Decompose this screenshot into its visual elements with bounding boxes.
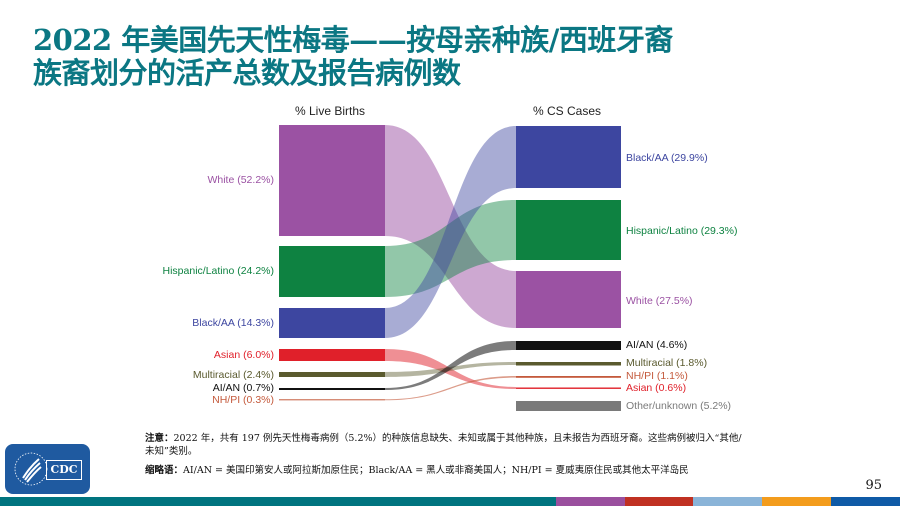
flow-hispanic — [385, 200, 516, 297]
right-label-aian: AI/AN (4.6%) — [626, 339, 688, 351]
footer-color-bar — [0, 497, 900, 506]
flow-white — [385, 125, 516, 328]
cdc-logo-text: CDC — [46, 460, 82, 480]
right-node-hispanic — [516, 200, 621, 260]
sankey-chart — [279, 125, 621, 411]
slide-title: 2022 年美国先天性梅毒——按母亲种族/西班牙裔 族裔划分的活产总数及报告病例… — [33, 24, 853, 90]
footer-segment-purple — [556, 497, 625, 506]
left-label-white: White (52.2%) — [207, 174, 274, 186]
right-label-nhpi: NH/PI (1.1%) — [626, 370, 688, 382]
right-column-header: % CS Cases — [533, 104, 602, 118]
flow-aian — [385, 341, 516, 390]
left-node-asian — [279, 349, 385, 361]
right-label-multiracial: Multiracial (1.8%) — [626, 357, 708, 369]
right-nodes — [516, 126, 621, 411]
footer-segment-orange — [762, 497, 831, 506]
title-line-1: 2022 年美国先天性梅毒——按母亲种族/西班牙裔 — [33, 23, 673, 57]
note-paragraph: 注意：2022 年，共有 197 例先天性梅毒病例（5.2%）的种族信息缺失、未… — [145, 432, 745, 458]
footnotes: 注意：2022 年，共有 197 例先天性梅毒病例（5.2%）的种族信息缺失、未… — [145, 432, 745, 483]
left-node-white — [279, 125, 385, 236]
left-node-hispanic — [279, 246, 385, 297]
right-node-other — [516, 401, 621, 411]
right-label-black: Black/AA (29.9%) — [626, 152, 708, 164]
note-label: 注意： — [145, 433, 174, 444]
left-column-header: % Live Births — [295, 104, 366, 118]
left-label-nhpi: NH/PI (0.3%) — [212, 394, 274, 406]
left-label-hispanic: Hispanic/Latino (24.2%) — [162, 265, 274, 277]
left-nodes — [279, 125, 385, 401]
left-node-black — [279, 308, 385, 338]
footer-segment-teal — [0, 497, 556, 506]
page-number: 95 — [865, 478, 882, 493]
left-node-multiracial — [279, 372, 385, 377]
right-node-asian — [516, 387, 621, 389]
right-label-asian: Asian (0.6%) — [626, 382, 687, 394]
sankey-flows — [385, 125, 516, 401]
note-text: 2022 年，共有 197 例先天性梅毒病例（5.2%）的种族信息缺失、未知或属… — [145, 433, 742, 457]
footer-segment-blue — [831, 497, 900, 506]
left-label-black: Black/AA (14.3%) — [192, 317, 274, 329]
cdc-logo: CDC — [5, 444, 90, 494]
right-node-black — [516, 126, 621, 188]
left-node-nhpi — [279, 399, 385, 401]
abbr-label: 缩略语： — [145, 465, 184, 476]
flow-black — [385, 126, 516, 338]
right-node-aian — [516, 341, 621, 350]
right-node-white — [516, 271, 621, 328]
abbreviations-paragraph: 缩略语：AI/AN = 美国印第安人或阿拉斯加原住民；Black/AA = 黑人… — [145, 464, 745, 477]
abbr-text: AI/AN = 美国印第安人或阿拉斯加原住民；Black/AA = 黑人或非裔美… — [183, 465, 689, 476]
footer-segment-lightblue — [693, 497, 762, 506]
hhs-eagle-icon — [14, 452, 48, 486]
title-line-2: 族裔划分的活产总数及报告病例数 — [33, 56, 461, 90]
left-label-aian: AI/AN (0.7%) — [212, 382, 274, 394]
left-label-asian: Asian (6.0%) — [213, 349, 274, 361]
right-node-nhpi — [516, 376, 621, 378]
right-label-white: White (27.5%) — [626, 295, 693, 307]
right-node-multiracial — [516, 362, 621, 366]
right-label-other: Other/unknown (5.2%) — [626, 400, 732, 412]
footer-segment-red — [625, 497, 693, 506]
right-label-hispanic: Hispanic/Latino (29.3%) — [626, 225, 738, 237]
left-label-multiracial: Multiracial (2.4%) — [192, 369, 274, 381]
left-node-aian — [279, 388, 385, 390]
flow-nhpi — [385, 376, 516, 401]
